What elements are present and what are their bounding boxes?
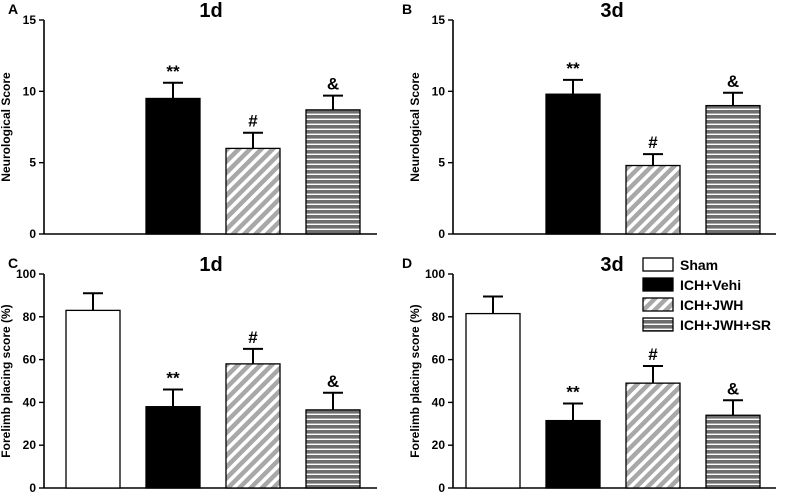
significance-marker: ** <box>566 382 580 401</box>
panel-c: C 1d Forelimb placing score (%) 0 20 40 60 80 10… <box>0 254 377 495</box>
panel-letter: A <box>8 1 18 17</box>
y-tick-label: 5 <box>29 156 36 170</box>
y-tick-label: 40 <box>23 395 37 409</box>
y-tick-label: 60 <box>432 353 446 367</box>
chart-title: 3d <box>600 0 623 22</box>
y-tick-label: 0 <box>29 227 36 241</box>
y-tick-label: 15 <box>432 13 446 27</box>
y-tick-label: 5 <box>438 156 445 170</box>
y-tick-label: 60 <box>23 353 37 367</box>
legend-item-sham: Sham <box>642 257 718 273</box>
y-tick-label: 0 <box>438 481 445 495</box>
bar-ich-vehi <box>145 97 201 235</box>
bar-ich-vehi <box>145 406 201 489</box>
y-tick-label: 0 <box>29 481 36 495</box>
y-tick-label: 20 <box>432 438 446 452</box>
panel-d: D 3d Forelimb placing score (%) 0 20 40 60 80 10… <box>402 254 776 495</box>
panel-letter: C <box>8 255 18 271</box>
bar-ich-jwh-sr <box>305 409 361 489</box>
bar-ich-vehi <box>545 419 601 489</box>
bar-ich-jwh-sr <box>705 104 761 235</box>
bar-ich-vehi <box>545 93 601 235</box>
bar-ich-jwh-sr <box>305 109 361 235</box>
significance-marker: # <box>248 328 258 347</box>
legend-swatch <box>642 297 674 312</box>
bar-ich-jwh <box>625 382 681 489</box>
y-tick-label: 20 <box>23 438 37 452</box>
legend: Sham ICH+Vehi ICH+JWH ICH+JWH+SR <box>642 257 771 333</box>
significance-marker: & <box>327 75 339 94</box>
significance-marker: # <box>648 133 658 152</box>
legend-label: ICH+JWH <box>680 297 743 313</box>
significance-marker: & <box>727 72 739 91</box>
y-tick-label: 40 <box>432 395 446 409</box>
significance-marker: ** <box>566 59 580 78</box>
legend-item-jwh: ICH+JWH <box>642 297 743 313</box>
y-tick-label: 10 <box>432 84 446 98</box>
significance-marker: & <box>327 372 339 391</box>
y-tick-label: 80 <box>23 310 37 324</box>
bar-ich-jwh <box>225 147 281 235</box>
legend-label: ICH+Vehi <box>680 277 741 293</box>
bar-ich-jwh <box>625 164 681 235</box>
legend-item-vehi: ICH+Vehi <box>642 277 741 293</box>
legend-swatch <box>642 317 674 332</box>
bar-sham <box>465 312 521 489</box>
chart-title: 1d <box>199 0 222 22</box>
legend-swatch <box>642 277 674 292</box>
y-axis-label: Forelimb placing score (%) <box>408 304 422 457</box>
chart-title: 3d <box>600 254 623 276</box>
bar-sham <box>65 309 121 489</box>
y-tick-label: 100 <box>425 267 445 281</box>
panel-letter: D <box>402 255 412 271</box>
significance-marker: # <box>648 345 658 364</box>
panel-a: A 1d Neurological Score 0 5 10 15 ** # & <box>0 0 377 241</box>
bar-ich-jwh-sr <box>705 414 761 489</box>
y-axis-label: Neurological Score <box>0 72 13 182</box>
chart-title: 1d <box>199 254 222 276</box>
y-tick-label: 100 <box>16 267 36 281</box>
legend-item-sr: ICH+JWH+SR <box>642 317 771 333</box>
y-tick-label: 10 <box>23 84 37 98</box>
legend-label: ICH+JWH+SR <box>680 317 771 333</box>
bar-ich-jwh <box>225 363 281 489</box>
y-axis-label: Forelimb placing score (%) <box>0 304 13 457</box>
panel-letter: B <box>402 1 412 17</box>
panel-b: B 3d Neurological Score 0 5 10 15 ** # & <box>402 0 776 241</box>
y-tick-label: 80 <box>432 310 446 324</box>
significance-marker: # <box>248 112 258 131</box>
significance-marker: ** <box>166 369 180 388</box>
legend-label: Sham <box>680 257 718 273</box>
significance-marker: ** <box>166 62 180 81</box>
y-axis-label: Neurological Score <box>408 72 422 182</box>
legend-swatch <box>642 257 674 272</box>
y-tick-label: 15 <box>23 13 37 27</box>
y-tick-label: 0 <box>438 227 445 241</box>
significance-marker: & <box>727 379 739 398</box>
